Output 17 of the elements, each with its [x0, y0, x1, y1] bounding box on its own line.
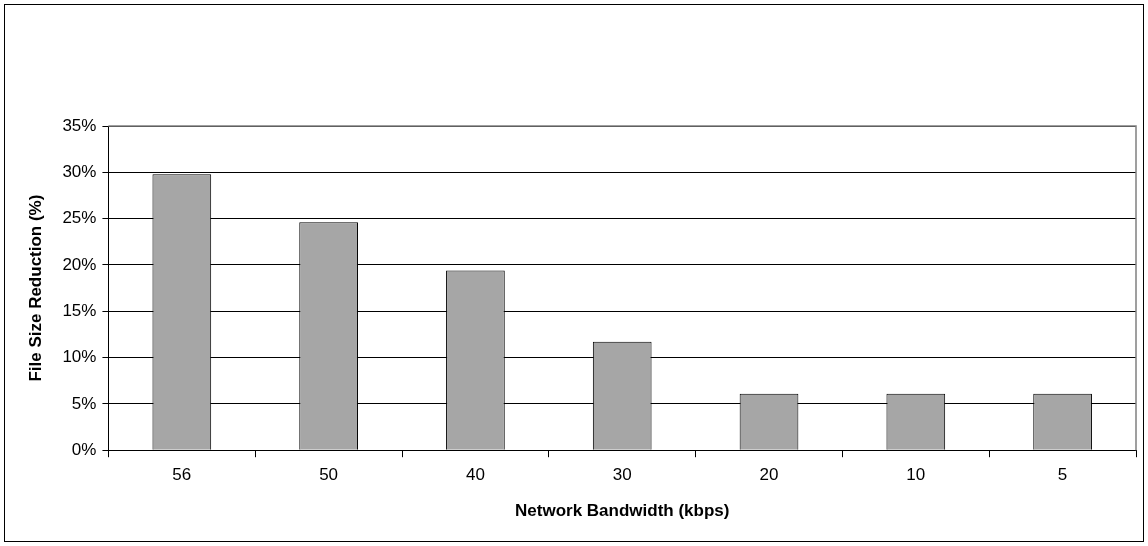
- x-axis-title: Network Bandwidth (kbps): [515, 501, 730, 521]
- y-tick-label: 10%: [62, 347, 97, 367]
- y-axis-title: File Size Reduction (%): [25, 194, 45, 382]
- x-tick-label: 20: [759, 465, 779, 485]
- x-tick-label: 5: [1057, 465, 1068, 485]
- x-tick-label: 30: [612, 465, 632, 485]
- x-tick-label: 56: [172, 465, 192, 485]
- y-tick-label: 20%: [62, 254, 97, 274]
- y-tick-label: 5%: [71, 393, 97, 413]
- y-tick-label: 0%: [71, 439, 97, 459]
- y-tick-label: 35%: [62, 115, 97, 135]
- y-tick-label: 30%: [62, 162, 97, 181]
- x-tick-label: 10: [906, 465, 926, 485]
- x-tick-label: 40: [465, 465, 485, 485]
- x-tick-label: 50: [319, 465, 339, 485]
- y-tick-label: 25%: [62, 208, 97, 228]
- y-tick-label: 15%: [62, 300, 97, 320]
